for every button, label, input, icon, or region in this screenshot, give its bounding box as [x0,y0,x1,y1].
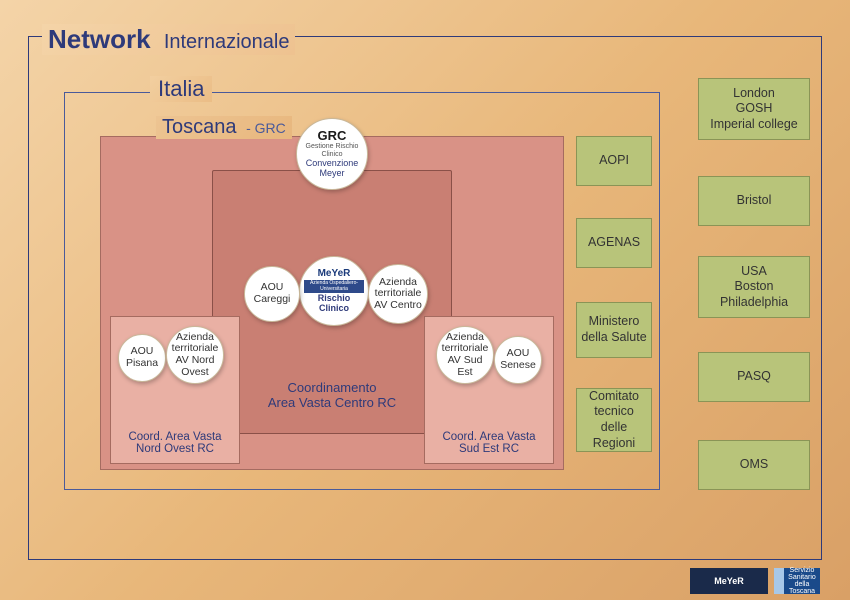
network-title: Network Internazionale [42,24,295,55]
grc-small: Gestione Rischio Clinico [301,143,363,158]
pasq-box: PASQ [698,352,810,402]
avcentro-bubble: Azienda territoriale AV Centro [368,264,428,324]
bristol-box: Bristol [698,176,810,226]
oms-box: OMS [698,440,810,490]
ministero-box: Ministero della Salute [576,302,652,358]
grc-bubble: GRC Gestione Rischio Clinico Convenzione… [296,118,368,190]
footer-logos: MeYeR Servizio Sanitario della Toscana [690,568,820,594]
avse-bubble: Azienda territoriale AV Sud Est [436,326,494,384]
coord-se-l2: Sud Est RC [459,443,519,455]
aopi-box: AOPI [576,136,652,186]
meyer-rc: Rischio Clinico [304,294,364,314]
usa-box: USABostonPhiladelphia [698,256,810,318]
coord-nw-l2: Nord Ovest RC [136,443,214,455]
agenas-box: AGENAS [576,218,652,268]
italia-title: Italia [150,76,212,102]
meyer-bubble: MeYeR Azienda Ospedaliero-Universitaria … [299,256,369,326]
network-title-main: Network [48,24,151,54]
ctr-box: Comitato tecnico delle Regioni [576,388,652,452]
grc-conv: Convenzione Meyer [301,159,363,179]
centro-label-l1: Coordinamento [288,380,377,395]
footer-meyer-logo: MeYeR [690,568,768,594]
network-title-sub: Internazionale [164,31,290,53]
toscana-title-sub: - GRC [246,120,286,136]
london-box: LondonGOSHImperial college [698,78,810,140]
meyer-logo: MeYeR [318,268,351,279]
careggi-bubble: AOU Careggi [244,266,300,322]
meyer-bar: Azienda Ospedaliero-Universitaria [304,280,364,293]
coord-se-l1: Coord. Area Vasta [442,431,535,443]
coord-nw-l1: Coord. Area Vasta [128,431,221,443]
senese-bubble: AOU Senese [494,336,542,384]
coord-nordovest-label: Coord. Area Vasta Nord Ovest RC [115,431,235,455]
coord-sudest-label: Coord. Area Vasta Sud Est RC [429,431,549,455]
centro-label: Coordinamento Area Vasta Centro RC [218,380,446,410]
toscana-title: Toscana - GRC [156,116,292,139]
pisana-bubble: AOU Pisana [118,334,166,382]
toscana-title-main: Toscana [162,116,237,138]
avno-bubble: Azienda territoriale AV Nord Ovest [166,326,224,384]
centro-label-l2: Area Vasta Centro RC [268,395,396,410]
grc-logo: GRC [318,129,347,143]
footer-sst-logo: Servizio Sanitario della Toscana [774,568,820,594]
